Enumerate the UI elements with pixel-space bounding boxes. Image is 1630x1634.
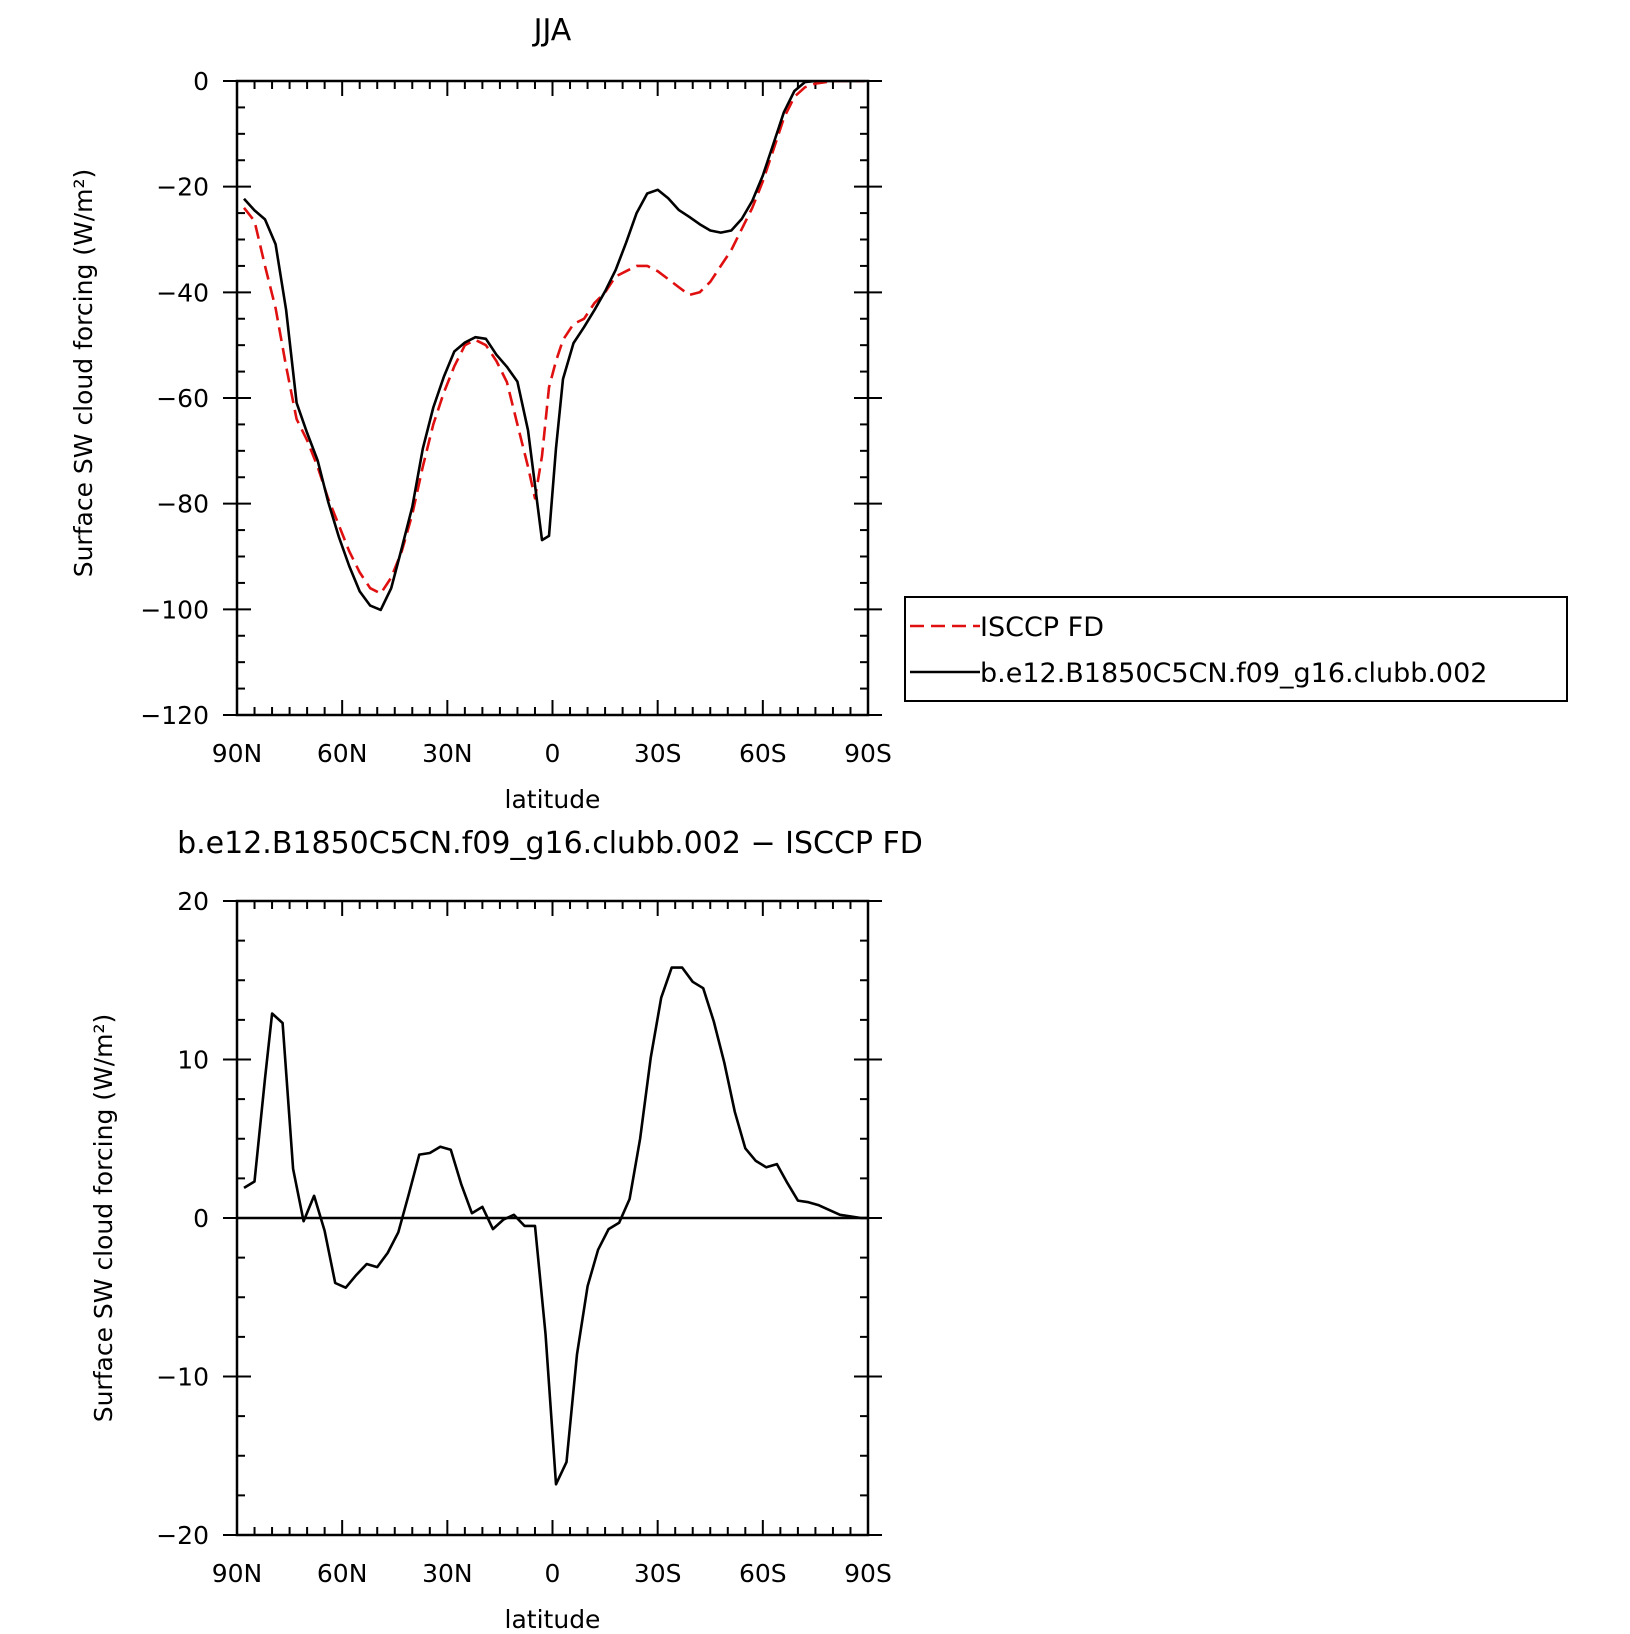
panel1-y-tick-label: −60: [156, 384, 209, 413]
panel1-x-axis-label: latitude: [505, 785, 601, 814]
panel2-y-tick-label: −20: [156, 1521, 209, 1550]
panel1-title: JJA: [532, 13, 572, 48]
panel1-y-tick-label: −20: [156, 173, 209, 202]
panel2-y-tick-label: 10: [177, 1046, 209, 1075]
legend-label-2: b.e12.B1850C5CN.f09_g16.clubb.002: [980, 658, 1487, 689]
panel1-x-tick-label: 30S: [634, 739, 682, 768]
panel2-series-line-1: [243, 966, 868, 1486]
panel2-x-tick-label: 0: [545, 1559, 561, 1588]
panel2-x-tick-label: 90S: [844, 1559, 892, 1588]
panel2-x-tick-label: 30S: [634, 1559, 682, 1588]
panel1-y-tick-label: −40: [156, 278, 209, 307]
panel1-plot-frame: [235, 79, 870, 717]
panel1-y-tick-label: 0: [193, 67, 209, 96]
panel2-y-tick-label: −10: [156, 1363, 209, 1392]
legend-box: [904, 596, 1568, 702]
panel1-y-tick-label: −80: [156, 490, 209, 519]
panel1-x-tick-label: 60S: [739, 739, 787, 768]
panel2-x-tick-label: 90N: [212, 1559, 263, 1588]
panel1-y-tick-label: −120: [140, 701, 209, 730]
panel1-x-tick-label: 90S: [844, 739, 892, 768]
panel2-x-axis-label: latitude: [505, 1605, 601, 1630]
panel2-y-tick-label: 20: [177, 887, 209, 916]
panel1-x-tick-label: 0: [545, 739, 561, 768]
panel2-title: b.e12.B1850C5CN.f09_g16.clubb.002 − ISCC…: [177, 826, 923, 861]
panel1-y-axis-label: Surface SW cloud forcing (W/m²): [69, 169, 98, 578]
panel2-x-tick-label: 60N: [317, 1559, 368, 1588]
panel1-y-tick-label: −100: [140, 595, 209, 624]
panel1-x-tick-label: 30N: [422, 739, 473, 768]
panel1-series-line-1: [242, 81, 865, 595]
panel2-x-tick-label: 60S: [739, 1559, 787, 1588]
panel2-x-tick-label: 30N: [422, 1559, 473, 1588]
panel1-x-tick-label: 90N: [212, 739, 263, 768]
panel2-y-axis-label: Surface SW cloud forcing (W/m²): [89, 1014, 118, 1423]
legend-label-1: ISCCP FD: [980, 612, 1104, 643]
panel1-x-tick-label: 60N: [317, 739, 368, 768]
panel2-y-tick-label: 0: [193, 1204, 209, 1233]
panel1-series-line-2: [243, 81, 865, 612]
